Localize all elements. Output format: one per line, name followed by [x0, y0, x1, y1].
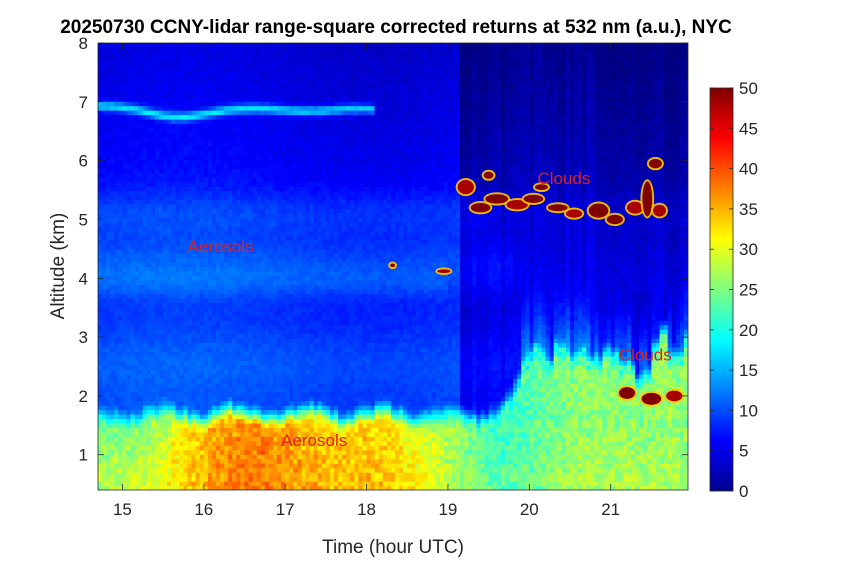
x-tick-label: 20 — [520, 500, 539, 519]
colorbar-tick-label: 35 — [739, 200, 758, 219]
y-axis: 1 2 3 4 5 6 7 8 — [79, 34, 688, 465]
colorbar-tick-label: 25 — [739, 281, 758, 300]
colorbar-tick-label: 5 — [739, 442, 748, 461]
colorbar-tick-label: 20 — [739, 321, 758, 340]
annotation-label: Clouds — [537, 169, 590, 188]
colorbar-tick-label: 15 — [739, 361, 758, 380]
x-tick-label: 16 — [194, 500, 213, 519]
colorbar-tick-label: 30 — [739, 240, 758, 259]
colorbar-tick-label: 50 — [739, 79, 758, 98]
annotation-label: Clouds — [619, 346, 672, 365]
chart-title: 20250730 CCNY-lidar range-square correct… — [60, 17, 732, 38]
y-tick-label: 3 — [79, 328, 88, 347]
y-tick-label: 4 — [79, 269, 88, 288]
x-tick-label: 21 — [601, 500, 620, 519]
y-tick-label: 7 — [79, 93, 88, 112]
annotation-label: Aerosols — [281, 431, 347, 450]
y-tick-label: 6 — [79, 152, 88, 171]
y-tick-label: 8 — [79, 34, 88, 53]
colorbar-tick-label: 45 — [739, 119, 758, 138]
x-axis-label: Time (hour UTC) — [322, 537, 464, 558]
colorbar-axis: 0 5 10 15 20 25 30 35 40 45 50 — [710, 79, 758, 501]
y-axis-label: Altitude (km) — [48, 213, 69, 320]
x-tick-label: 19 — [438, 500, 457, 519]
y-tick-label: 2 — [79, 387, 88, 406]
annotations: Clouds Aerosols Clouds Aerosols — [188, 169, 672, 450]
colorbar-tick-label: 10 — [739, 401, 758, 420]
y-tick-label: 5 — [79, 210, 88, 229]
colorbar-tick-label: 40 — [739, 160, 758, 179]
x-tick-label: 15 — [113, 500, 132, 519]
lidar-heatmap — [98, 43, 688, 490]
x-tick-label: 18 — [357, 500, 376, 519]
annotation-label: Aerosols — [188, 237, 254, 256]
plot-frame — [97, 42, 689, 491]
y-tick-label: 1 — [79, 446, 88, 465]
x-tick-label: 17 — [276, 500, 295, 519]
x-axis: 15 16 17 18 19 20 21 — [113, 43, 620, 519]
colorbar-tick-label: 0 — [739, 482, 748, 501]
